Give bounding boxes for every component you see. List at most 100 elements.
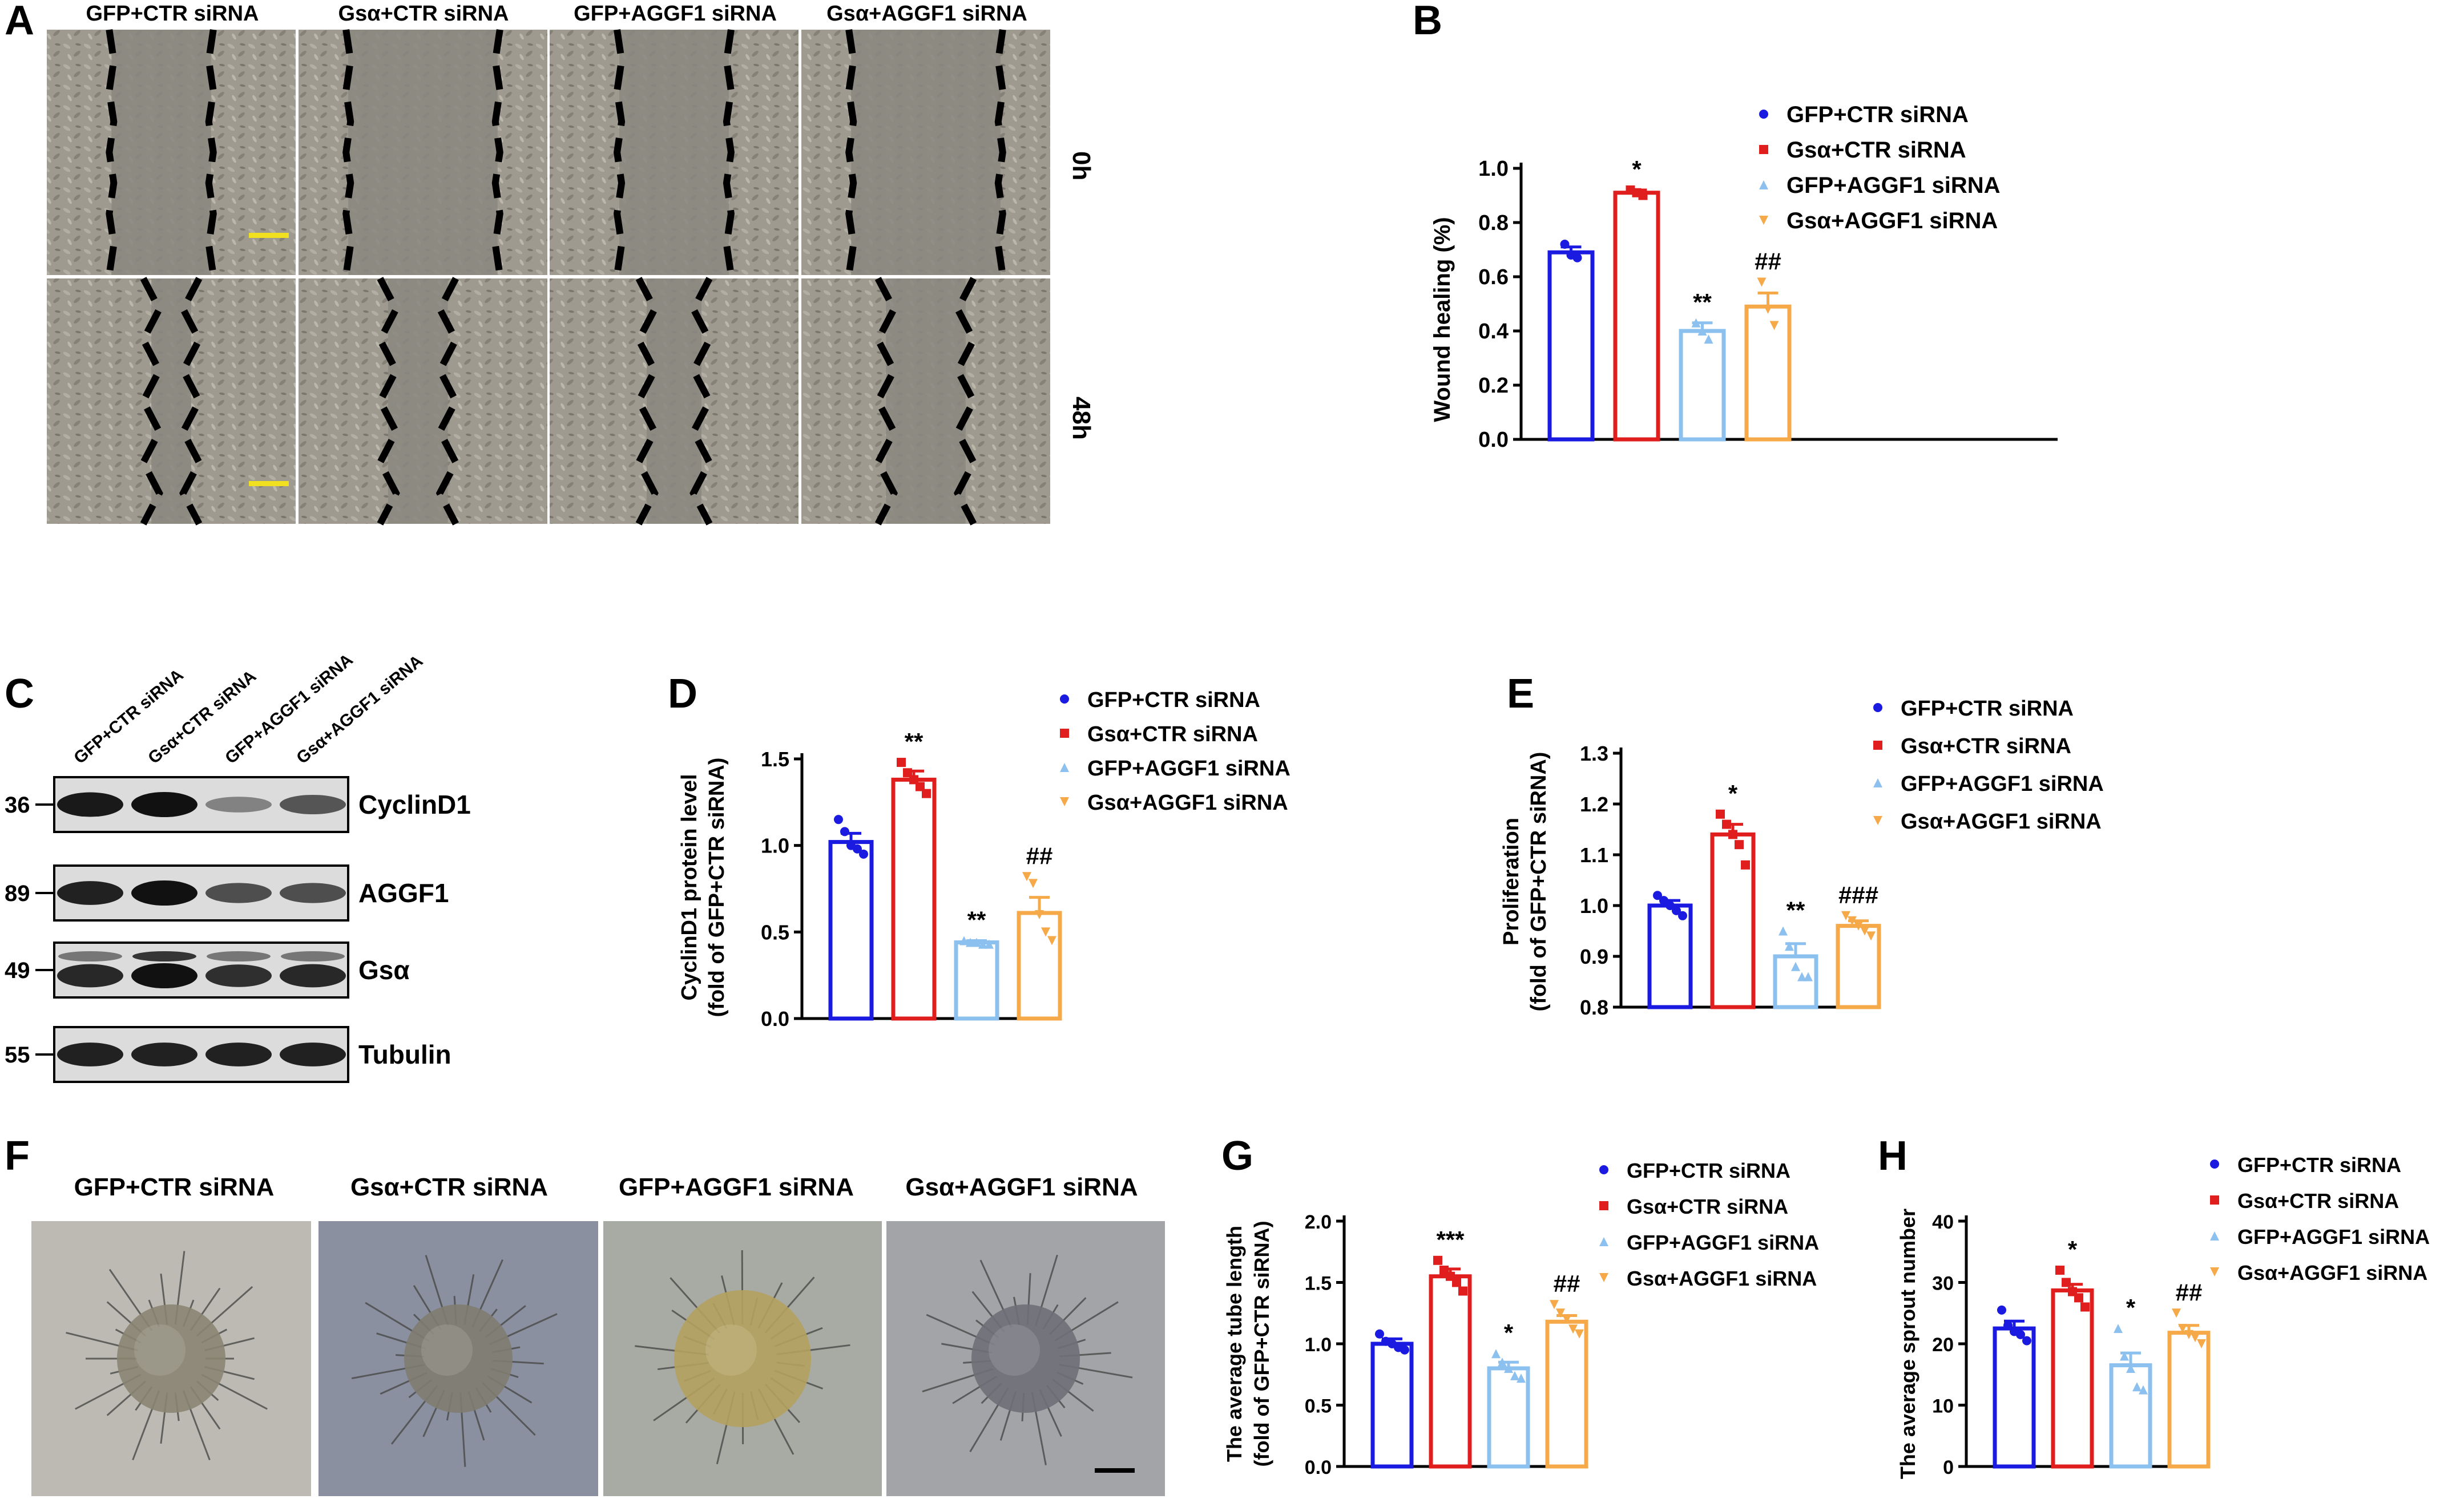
wound-micrograph-grid [47,29,1050,526]
data-point [1665,901,1675,910]
significance-label: ** [905,728,924,755]
wound-edge-right [435,277,460,526]
data-point [2139,1385,2148,1395]
blot-marker: 55 [5,1043,30,1068]
data-point [1022,872,1031,882]
wound-edge-left [614,29,626,276]
bar [828,840,874,1021]
wound-gap [851,30,1001,275]
data-point [1672,906,1681,915]
wound-gap [886,278,966,524]
spheroid-highlight [421,1324,473,1376]
panel-letter-h: H [1878,1133,1908,1179]
legend-label: Gsα+AGGF1 siRNA [1901,810,2102,834]
bar [2051,1288,2094,1469]
blot-band [131,792,197,817]
wound-edge-right [723,29,735,276]
bar [1647,903,1693,1009]
bar [891,777,937,1021]
legend-marker [1873,816,1882,825]
blot-band-upper [207,951,271,961]
significance-label: ** [1693,289,1712,316]
blot-band-upper [281,951,345,961]
legend-label: GFP+CTR siRNA [1901,697,2074,721]
legend-marker [1060,694,1069,704]
legend-label: GFP+CTR siRNA [1627,1159,1790,1182]
significance-label: ** [1786,897,1805,924]
blot-band [131,963,197,988]
data-point [1716,809,1725,819]
bar [954,940,999,1021]
blot-band [205,797,272,813]
legend-label: Gsα+AGGF1 siRNA [1627,1267,1817,1290]
significance-label: ## [1554,1270,1580,1297]
legend-marker [2210,1159,2219,1169]
bar [1744,304,1792,442]
data-point [1550,1300,1559,1310]
y-axis-label: The average sprout number [1896,1209,1919,1479]
spheroid-body [971,1304,1080,1413]
data-point [1458,1286,1467,1296]
panel-letter-g: G [1221,1133,1253,1179]
y-tick-label: 0.9 [1580,945,1608,968]
data-point [1697,326,1707,336]
legend-label: GFP+CTR siRNA [2237,1153,2401,1177]
data-point [2016,1330,2025,1339]
wound-header-2: GFP+AGGF1 siRNA [574,2,777,26]
y-tick-label: 0.0 [1305,1457,1332,1478]
data-point [2055,1266,2064,1275]
legend-marker [1873,778,1882,787]
significance-label: ## [2176,1279,2203,1306]
bar [1017,911,1062,1021]
spheroid-highlight [705,1324,757,1376]
blot-protein-label: Gsα [358,955,410,985]
y-tick-label: 0.0 [761,1007,789,1031]
data-point [1763,305,1773,314]
y-tick-label: 0.0 [1478,428,1509,452]
data-point [959,936,969,946]
significance-label: * [2126,1294,2136,1321]
data-point [2022,1336,2031,1346]
panel-letter-d: D [668,671,697,717]
legend-label: Gsα+AGGF1 siRNA [2237,1261,2427,1284]
blot-protein-label: AGGF1 [358,878,449,908]
legend-marker [1759,216,1768,225]
data-point [840,827,849,837]
spheroid-header-3: Gsα+AGGF1 siRNA [905,1173,1138,1201]
blot-band [131,1043,197,1066]
y-tick-label: 1.3 [1580,742,1608,765]
spheroid-images [31,1221,1165,1496]
bar [1679,329,1726,442]
data-point [978,939,987,949]
wound-healing-panel: GFP+CTR siRNA Gsα+CTR siRNA GFP+AGGF1 si… [47,2,1095,526]
chart-g: 0.0 0.5 1.0 1.5 2.0 The average tube length (f… [1223,1159,1819,1478]
data-point [1854,921,1863,931]
y-tick-label: 40 [1932,1211,1954,1233]
bar [2109,1363,2152,1469]
bar [1993,1326,2036,1469]
y-axis-label: The average tube length [1223,1226,1246,1462]
data-point [1779,926,1788,936]
legend-label: Gsα+CTR siRNA [1087,722,1258,746]
data-point [1560,240,1570,249]
blot-marker: 36 [5,793,30,818]
y-tick-label: 30 [1932,1273,1954,1295]
spheroid-header-2: GFP+AGGF1 siRNA [619,1173,854,1201]
spheroid-header-1: Gsα+CTR siRNA [350,1173,548,1201]
wound-gap [348,30,498,275]
wound-edge-right [205,29,217,276]
legend-label: GFP+AGGF1 siRNA [1087,757,1291,781]
legend-label: GFP+CTR siRNA [1087,688,1260,712]
scale-bar [1095,1468,1135,1473]
data-point [966,938,975,947]
data-point [1997,1305,2006,1315]
data-point [1704,334,1713,344]
blot-strips: 36 CyclinD1 89 AGGF1 49 Gsα 55 Tubulin [5,776,471,1083]
legend-marker [1599,1201,1608,1210]
chart-e: 0.8 0.9 1.0 1.1 1.2 1.3 Proliferation (fold of … [1499,697,2104,1019]
y-tick-label: 1.2 [1580,793,1608,816]
data-point [1860,926,1869,936]
legend-marker [1060,729,1069,738]
data-point [834,815,843,825]
blot-band-upper [58,951,122,961]
